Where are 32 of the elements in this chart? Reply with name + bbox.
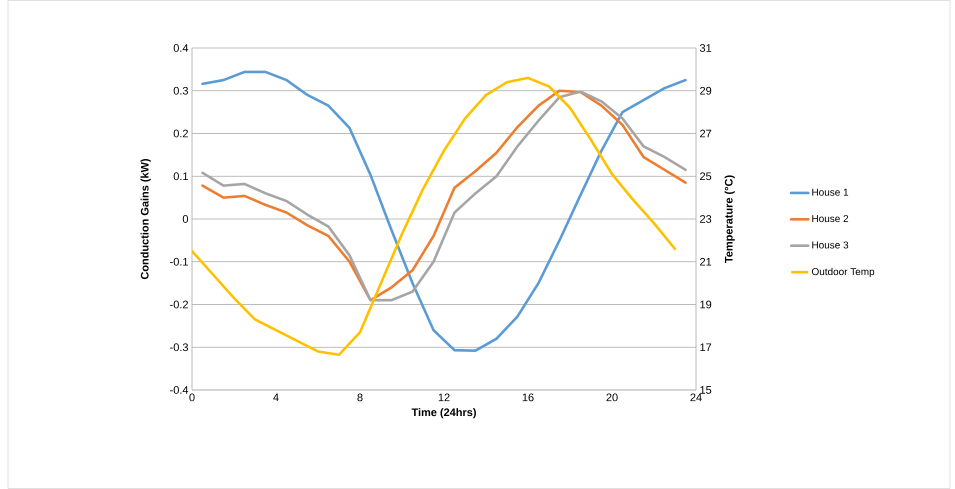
- y-tick-label: 0: [182, 215, 188, 223]
- x-axis-title: Time (24hrs): [412, 408, 476, 418]
- y-tick-label: -0.4: [170, 386, 188, 394]
- x-tick-label: 16: [522, 394, 534, 402]
- y2-tick-label: 15: [700, 386, 712, 394]
- y2-tick-label: 27: [700, 130, 712, 138]
- y2-tick-label: 25: [700, 172, 712, 180]
- y-tick-label: 0.4: [174, 44, 188, 52]
- y-tick-label: 0.3: [174, 86, 188, 95]
- legend-label: House 3: [812, 241, 848, 248]
- y2-axis-title: Temperature (°C): [724, 175, 735, 263]
- y2-tick-label: 23: [700, 215, 712, 223]
- x-tick-label: 0: [189, 394, 195, 402]
- x-tick-label: 4: [273, 394, 279, 402]
- legend-label: House 1: [812, 188, 848, 196]
- legend-label: House 2: [812, 215, 848, 222]
- y2-tick-label: 17: [700, 343, 712, 352]
- y2-tick-label: 19: [700, 300, 712, 308]
- y-tick-label: 0.2: [174, 130, 188, 138]
- y-tick-label: -0.1: [170, 258, 188, 266]
- y-tick-label: -0.2: [170, 300, 188, 308]
- y2-tick-label: 31: [700, 44, 712, 52]
- x-tick-label: 20: [606, 394, 618, 402]
- x-tick-label: 24: [690, 394, 702, 402]
- legend-label: Outdoor Temp: [812, 268, 874, 278]
- x-tick-label: 8: [357, 394, 363, 402]
- y2-tick-label: 29: [700, 86, 712, 95]
- y-tick-label: -0.3: [170, 343, 188, 352]
- y-tick-label: 0.1: [174, 172, 188, 180]
- y-axis-title: Conduction Gains (kW): [140, 158, 151, 280]
- x-tick-label: 12: [438, 394, 450, 402]
- y2-tick-label: 21: [700, 258, 712, 266]
